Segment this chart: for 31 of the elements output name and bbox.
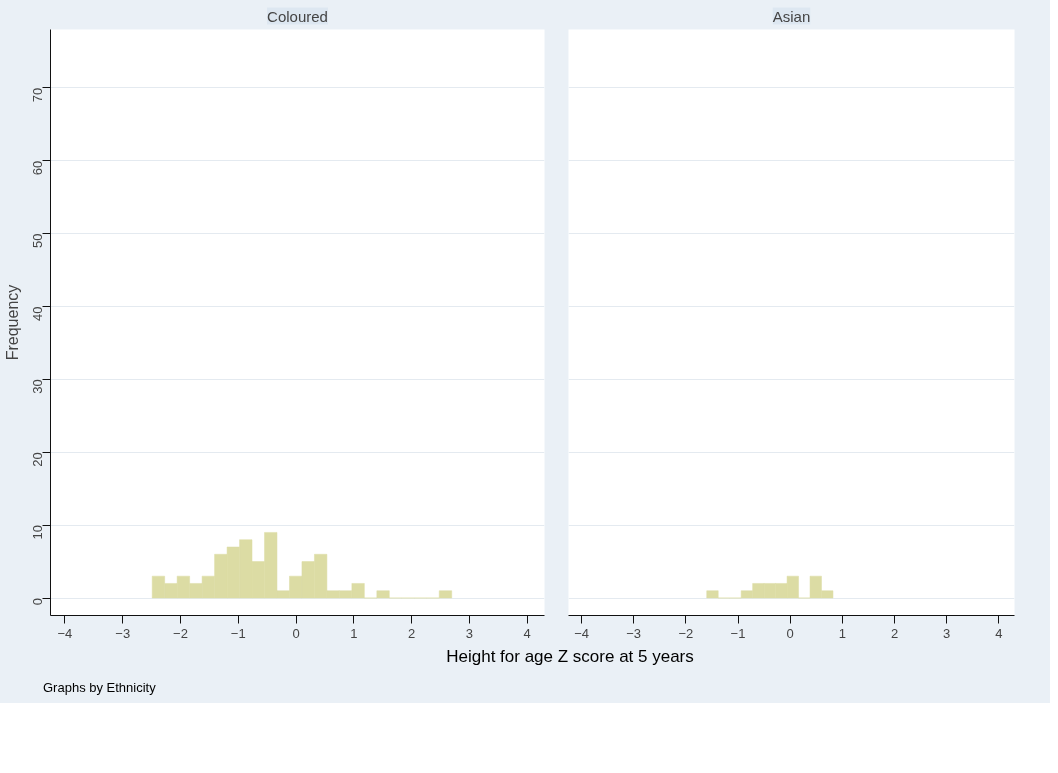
x-tick-label: 4: [995, 625, 1003, 641]
x-tick-label: −2: [173, 625, 188, 641]
y-tick-label: 40: [30, 306, 45, 321]
x-tick-label: 1: [350, 625, 358, 641]
chart-title: Coloured: [267, 7, 328, 25]
text: Graphs by Ethnicity: [43, 679, 156, 698]
x-tick-label: 3: [943, 625, 951, 641]
x-tick-label: −1: [230, 625, 246, 641]
y-tick-label: 70: [30, 87, 45, 103]
y-tick-label: 60: [30, 160, 45, 176]
y-tick-label: 30: [30, 379, 45, 394]
x-tick-label: −4: [57, 625, 73, 641]
x-tick-label: 0: [786, 625, 794, 641]
y-tick-label: 10: [30, 525, 45, 540]
x-tick-label: −3: [115, 625, 131, 641]
chart-title: Asian: [772, 7, 811, 25]
x-tick-label: −3: [626, 625, 642, 641]
y-tick-label: 0: [30, 598, 45, 606]
x-tick-label: −2: [678, 625, 694, 641]
x-tick-label: 2: [890, 625, 899, 641]
x-tick-label: 3: [465, 625, 474, 641]
x-tick-label: 4: [523, 625, 531, 641]
x-tick-label: 2: [408, 625, 416, 641]
y-tick-label: 20: [30, 452, 45, 467]
x-tick-label: −1: [730, 625, 746, 641]
y-tick-label: 50: [30, 233, 45, 249]
x-tick-label: 0: [292, 625, 300, 641]
x-tick-label: 1: [838, 625, 846, 641]
x-tick-label: −4: [574, 625, 589, 641]
x-axis-title: Height for age Z score at 5 years: [446, 646, 694, 668]
y-axis-title: Frequency: [3, 284, 21, 361]
